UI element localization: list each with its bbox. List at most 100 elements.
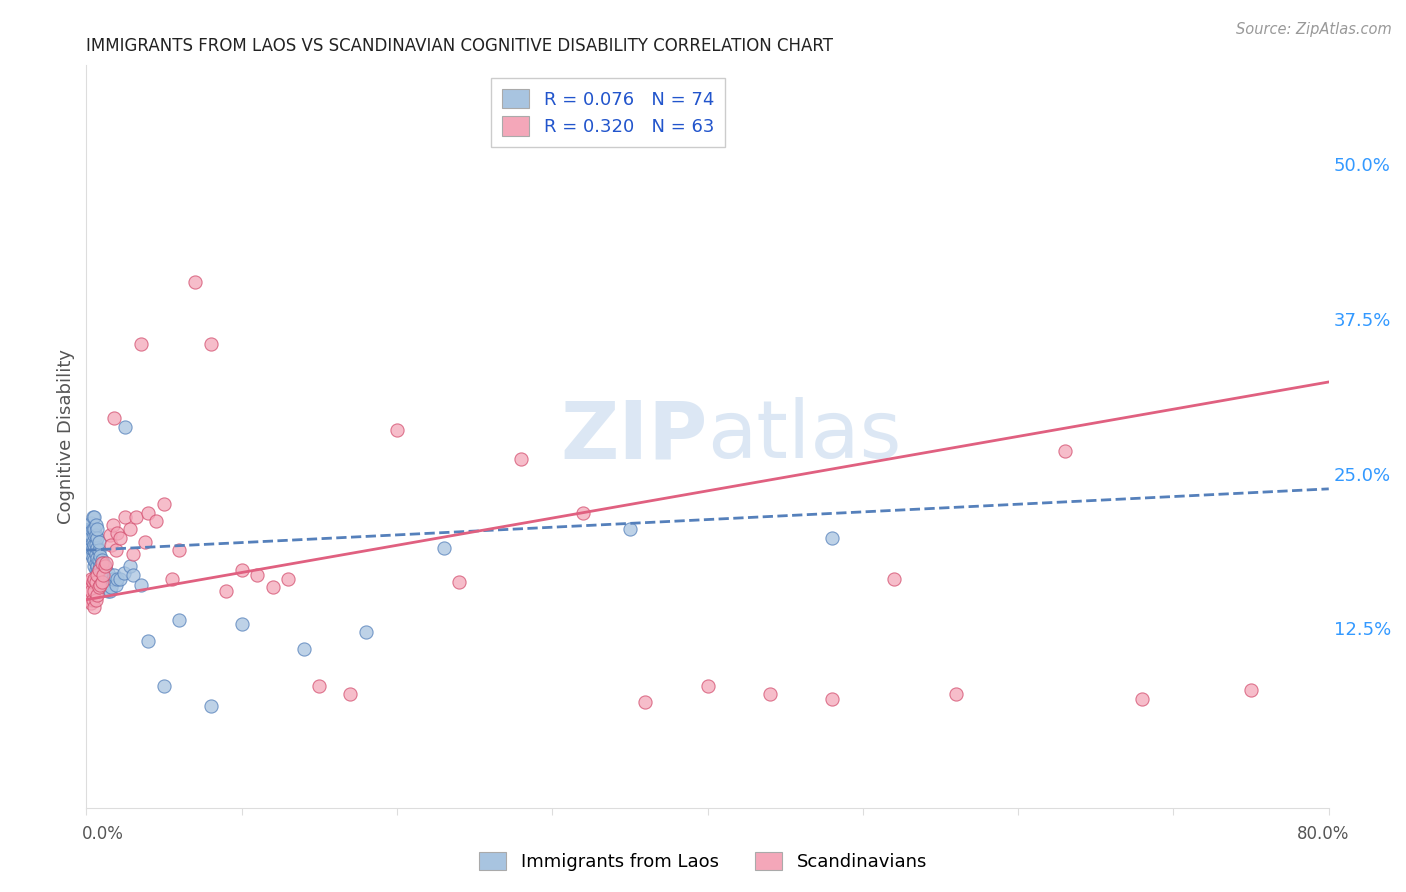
Point bbox=[215, 584, 238, 599]
Point bbox=[169, 543, 191, 558]
Point bbox=[200, 699, 222, 714]
Point bbox=[184, 275, 207, 289]
Point bbox=[90, 553, 112, 567]
Text: ZIP: ZIP bbox=[560, 398, 707, 475]
Point bbox=[385, 423, 408, 437]
Point bbox=[86, 566, 108, 580]
Point bbox=[200, 336, 222, 351]
Legend: R = 0.076   N = 74, R = 0.320   N = 63: R = 0.076 N = 74, R = 0.320 N = 63 bbox=[491, 78, 725, 146]
Point bbox=[308, 679, 330, 693]
Point bbox=[112, 566, 135, 580]
Point bbox=[86, 531, 108, 545]
Point bbox=[84, 518, 107, 533]
Point bbox=[129, 336, 152, 351]
Point bbox=[100, 580, 122, 594]
Point bbox=[84, 563, 107, 577]
Point bbox=[339, 687, 361, 701]
Point bbox=[101, 518, 124, 533]
Point bbox=[447, 575, 470, 590]
Point bbox=[84, 537, 107, 551]
Point bbox=[79, 522, 101, 536]
Point bbox=[103, 410, 125, 425]
Point bbox=[104, 543, 127, 558]
Point bbox=[80, 541, 103, 555]
Point bbox=[97, 584, 120, 599]
Point bbox=[96, 556, 118, 570]
Point bbox=[93, 566, 115, 580]
Point bbox=[432, 541, 454, 555]
Point bbox=[90, 563, 112, 577]
Point bbox=[76, 584, 98, 599]
Point bbox=[145, 514, 167, 528]
Point bbox=[84, 528, 107, 542]
Point bbox=[169, 613, 191, 627]
Point bbox=[94, 559, 117, 574]
Point bbox=[89, 549, 111, 564]
Point bbox=[89, 559, 111, 574]
Text: 80.0%: 80.0% bbox=[1296, 825, 1350, 843]
Point bbox=[86, 541, 108, 555]
Point bbox=[83, 572, 105, 586]
Point bbox=[83, 543, 105, 558]
Point bbox=[86, 550, 108, 565]
Point bbox=[82, 509, 104, 524]
Point bbox=[138, 633, 160, 648]
Point bbox=[90, 572, 112, 586]
Point bbox=[79, 528, 101, 542]
Point bbox=[98, 584, 121, 599]
Point bbox=[80, 572, 103, 586]
Point bbox=[118, 522, 141, 536]
Point bbox=[87, 568, 110, 582]
Point bbox=[883, 572, 905, 586]
Point bbox=[1240, 683, 1263, 698]
Point bbox=[758, 687, 780, 701]
Point bbox=[87, 563, 110, 577]
Point bbox=[138, 506, 160, 520]
Y-axis label: Cognitive Disability: Cognitive Disability bbox=[58, 349, 75, 524]
Point bbox=[80, 516, 103, 530]
Point bbox=[510, 451, 533, 466]
Point bbox=[87, 534, 110, 549]
Point bbox=[80, 522, 103, 536]
Point bbox=[80, 597, 103, 611]
Legend: Immigrants from Laos, Scandinavians: Immigrants from Laos, Scandinavians bbox=[472, 845, 934, 879]
Point bbox=[89, 578, 111, 592]
Point bbox=[277, 572, 299, 586]
Point bbox=[90, 575, 112, 590]
Point bbox=[87, 553, 110, 567]
Point bbox=[79, 592, 101, 607]
Point bbox=[945, 687, 967, 701]
Point bbox=[82, 550, 104, 565]
Point bbox=[110, 531, 132, 545]
Point bbox=[821, 531, 844, 545]
Point bbox=[231, 563, 253, 577]
Point bbox=[105, 572, 128, 586]
Point bbox=[246, 568, 269, 582]
Point bbox=[619, 522, 641, 536]
Point bbox=[84, 575, 107, 590]
Point bbox=[89, 568, 111, 582]
Point bbox=[354, 624, 377, 639]
Point bbox=[86, 568, 108, 582]
Point bbox=[1132, 691, 1154, 706]
Point bbox=[105, 525, 128, 540]
Point bbox=[100, 538, 122, 552]
Point bbox=[93, 568, 115, 582]
Text: 0.0%: 0.0% bbox=[82, 825, 124, 843]
Point bbox=[1053, 444, 1076, 458]
Point bbox=[87, 543, 110, 558]
Point bbox=[83, 559, 105, 574]
Point bbox=[231, 617, 253, 632]
Point bbox=[83, 509, 105, 524]
Point bbox=[82, 592, 104, 607]
Point bbox=[292, 642, 315, 657]
Point bbox=[93, 575, 115, 590]
Point bbox=[122, 568, 145, 582]
Point bbox=[125, 509, 148, 524]
Point bbox=[634, 695, 657, 709]
Point bbox=[262, 580, 284, 594]
Point bbox=[82, 575, 104, 590]
Point bbox=[114, 419, 136, 434]
Point bbox=[101, 572, 124, 586]
Point bbox=[86, 588, 108, 602]
